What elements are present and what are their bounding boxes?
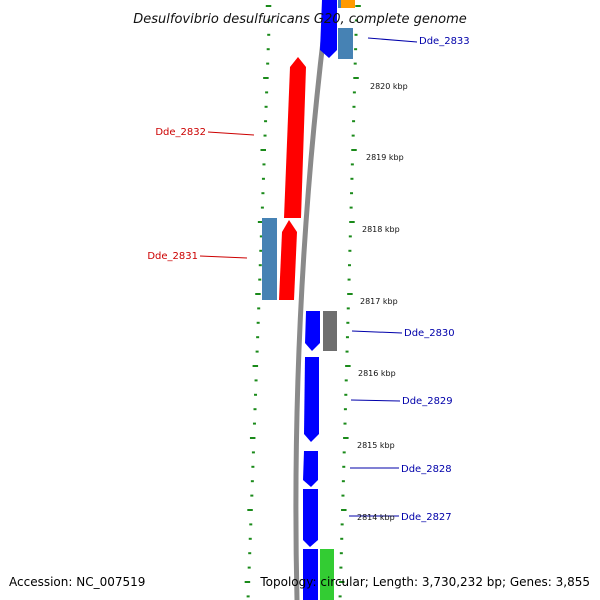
- kbp-label-2814: 2814 kbp: [357, 513, 395, 522]
- tick-track-left: [244, 5, 272, 598]
- gene-features: [262, 0, 355, 600]
- gene-label-lines: [199, 37, 418, 517]
- gene-feature-gray: [323, 311, 337, 351]
- kbp-label-2819: 2819 kbp: [366, 153, 404, 162]
- gene-labels: Dde_2833 Dde_2832 Dde_2831 Dde_2830 Dde_…: [147, 36, 469, 523]
- gene-feature-top-steel-small: [338, 0, 341, 8]
- kbp-label-2815: 2815 kbp: [357, 441, 395, 450]
- gene-label-dde-2828[interactable]: Dde_2828: [401, 464, 452, 475]
- genome-backbone: [293, 0, 331, 600]
- accession-text: Accession: NC_007519: [9, 575, 145, 589]
- gene-label-dde-2832[interactable]: Dde_2832: [155, 127, 206, 138]
- map-title: Desulfovibrio desulfuricans G20, complet…: [133, 12, 467, 27]
- kbp-label-2816: 2816 kbp: [358, 369, 396, 378]
- label-line-dde-2830: [351, 330, 403, 334]
- gene-feature-dde-2827: [303, 489, 318, 547]
- label-line-dde-2833: [367, 37, 418, 43]
- kbp-label-2817: 2817 kbp: [360, 297, 398, 306]
- gene-feature-bottom-blue: [303, 549, 318, 600]
- gene-feature-dde-2831-steel: [262, 218, 277, 300]
- gene-label-dde-2827[interactable]: Dde_2827: [401, 512, 452, 523]
- label-line-dde-2831: [199, 255, 248, 259]
- gene-label-dde-2831[interactable]: Dde_2831: [147, 251, 198, 262]
- gene-label-dde-2833[interactable]: Dde_2833: [419, 36, 470, 47]
- gene-label-dde-2830[interactable]: Dde_2830: [404, 328, 455, 339]
- gene-label-dde-2829[interactable]: Dde_2829: [402, 396, 453, 407]
- gene-feature-dde-2831-red: [279, 220, 297, 300]
- kbp-label-2818: 2818 kbp: [362, 225, 400, 234]
- kbp-label-2820: 2820 kbp: [370, 82, 408, 91]
- kbp-scale: 2820 kbp 2819 kbp 2818 kbp 2817 kbp 2816…: [357, 82, 408, 522]
- gene-feature-top-steel: [338, 28, 353, 59]
- gene-feature-top-blue: [320, 0, 337, 58]
- gene-feature-dde-2832: [284, 57, 306, 218]
- gene-feature-dde-2830: [305, 311, 320, 351]
- gene-feature-top-orange: [341, 0, 355, 8]
- gene-feature-bottom-green: [320, 549, 334, 600]
- label-line-dde-2832: [207, 131, 255, 136]
- label-line-dde-2829: [350, 399, 401, 402]
- topology-text: Topology: circular; Length: 3,730,232 bp…: [259, 575, 590, 589]
- gene-feature-dde-2828: [303, 451, 318, 487]
- gene-feature-dde-2829: [304, 357, 319, 442]
- tick-track-right: [338, 5, 361, 598]
